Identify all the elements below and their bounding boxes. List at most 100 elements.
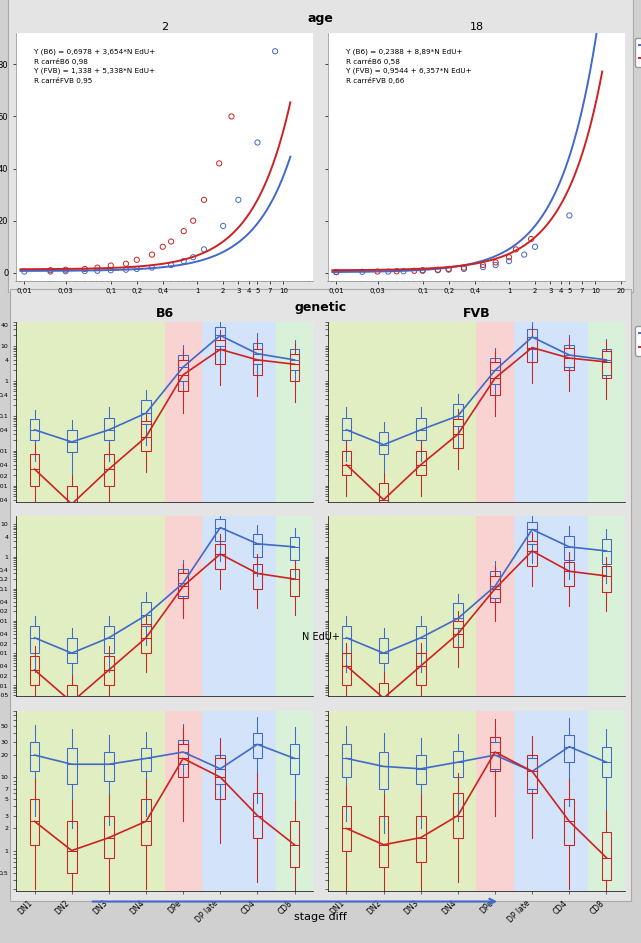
Point <box>253 135 263 150</box>
Point <box>79 261 90 276</box>
Bar <box>453 420 463 448</box>
Bar <box>90 322 128 502</box>
Point <box>179 223 189 239</box>
Point <box>372 264 383 279</box>
Bar <box>439 711 476 891</box>
Point <box>179 254 189 269</box>
Bar <box>476 711 513 891</box>
Bar <box>365 711 402 891</box>
Bar <box>128 322 165 502</box>
Bar <box>416 418 426 440</box>
Bar <box>490 737 500 771</box>
Point <box>357 264 367 279</box>
Bar <box>276 516 313 697</box>
Bar <box>141 400 151 423</box>
Bar <box>565 562 574 587</box>
Point <box>166 257 176 273</box>
Point <box>199 241 209 256</box>
Point <box>270 43 280 58</box>
Point <box>383 264 394 279</box>
Bar <box>416 653 426 686</box>
Bar <box>528 758 537 788</box>
Bar <box>551 516 588 697</box>
Bar <box>178 356 188 381</box>
Bar <box>128 711 165 891</box>
Bar <box>602 352 612 378</box>
Bar <box>476 516 513 697</box>
Bar <box>528 521 537 544</box>
Text: N EdU+: N EdU+ <box>301 632 340 641</box>
Bar <box>379 816 388 867</box>
Legend: B6, FVB: B6, FVB <box>635 38 641 67</box>
Point <box>106 258 116 273</box>
Bar <box>16 516 53 697</box>
Bar <box>379 752 388 788</box>
Bar <box>328 711 365 891</box>
Bar <box>490 571 500 599</box>
Bar <box>476 322 513 502</box>
Bar <box>253 343 262 364</box>
Bar <box>290 744 299 774</box>
Bar <box>602 349 612 374</box>
Bar <box>342 418 351 440</box>
Point <box>444 261 454 276</box>
Bar <box>290 821 299 867</box>
Bar <box>379 683 388 718</box>
Point <box>478 259 488 274</box>
Bar <box>565 735 574 762</box>
Bar <box>104 816 113 858</box>
Point <box>478 257 488 273</box>
Bar <box>104 656 113 686</box>
Bar <box>453 751 463 777</box>
Point <box>392 264 402 279</box>
Bar <box>342 653 351 686</box>
Title: 18: 18 <box>469 23 483 32</box>
Bar <box>165 711 202 891</box>
Bar <box>16 322 53 502</box>
Point <box>121 262 131 277</box>
Bar <box>290 354 299 381</box>
Bar <box>67 430 76 453</box>
Bar <box>165 516 202 697</box>
Point <box>60 264 71 279</box>
Bar <box>588 322 625 502</box>
Point <box>490 255 501 270</box>
Title: FVB: FVB <box>463 307 490 321</box>
Bar <box>416 451 426 475</box>
Bar <box>290 538 299 560</box>
Point <box>459 261 469 276</box>
Bar <box>253 733 262 758</box>
Point <box>459 260 469 275</box>
Bar <box>342 744 351 777</box>
Point <box>147 260 157 275</box>
Bar <box>342 451 351 475</box>
Bar <box>253 534 262 556</box>
Bar <box>490 358 500 385</box>
Bar <box>528 329 537 349</box>
Bar <box>253 564 262 588</box>
Legend: 2, 18: 2, 18 <box>635 326 641 356</box>
Bar <box>67 821 76 872</box>
Bar <box>141 602 151 626</box>
Bar <box>239 711 276 891</box>
Bar <box>90 516 128 697</box>
Bar <box>165 322 202 502</box>
Point <box>519 247 529 262</box>
Point <box>92 260 103 275</box>
Point <box>147 247 157 262</box>
Bar <box>239 516 276 697</box>
Bar <box>342 806 351 851</box>
Text: Y (B6) = 0,2388 + 8,89*N EdU+
R carréB6 0,58
Y (FVB) = 0,9544 + 6,357*N EdU+
R c: Y (B6) = 0,2388 + 8,89*N EdU+ R carréB6 … <box>346 49 472 84</box>
Point <box>490 257 501 273</box>
Point <box>131 253 142 268</box>
Bar <box>104 626 113 653</box>
Bar <box>29 742 39 771</box>
Bar <box>239 322 276 502</box>
Point <box>79 263 90 278</box>
Bar <box>253 349 262 374</box>
Bar <box>453 620 463 648</box>
Bar <box>290 570 299 596</box>
Bar <box>53 516 90 697</box>
Bar <box>29 626 39 653</box>
Title: B6: B6 <box>156 307 174 321</box>
